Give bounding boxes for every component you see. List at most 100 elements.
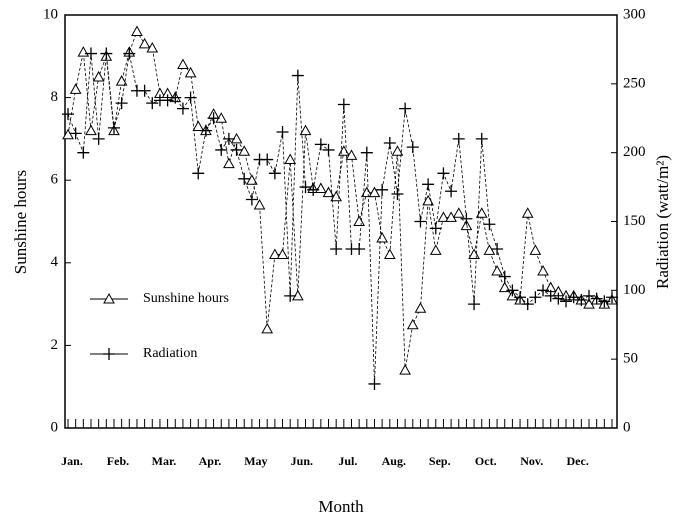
data-point	[544, 289, 557, 302]
data-point	[429, 244, 442, 255]
y2-tick-label: 300	[623, 6, 646, 22]
data-point	[345, 149, 358, 160]
data-point	[284, 289, 297, 302]
data-point	[376, 231, 388, 243]
data-point	[468, 248, 480, 260]
data-point	[314, 138, 327, 151]
data-point	[92, 70, 105, 82]
data-point	[437, 167, 450, 180]
data-point	[567, 291, 580, 304]
x-tick-label: Feb.	[107, 454, 129, 468]
legend-label: Sunshine hours	[143, 291, 229, 306]
data-point	[422, 178, 435, 191]
data-point	[529, 244, 542, 255]
y-tick-label: 2	[51, 337, 59, 353]
data-point	[483, 218, 496, 231]
legend-marker	[103, 348, 115, 360]
data-point	[468, 298, 481, 311]
data-point	[406, 318, 419, 330]
data-point	[529, 291, 542, 304]
data-point	[268, 167, 281, 180]
data-point	[414, 302, 427, 313]
data-point	[560, 295, 573, 308]
x-tick-label: May	[244, 454, 267, 468]
y2-tick-label: 250	[623, 75, 646, 91]
data-point	[414, 215, 427, 228]
data-point	[215, 143, 228, 156]
data-point	[498, 270, 511, 283]
data-point	[192, 167, 205, 180]
x-tick-label: Jul.	[338, 454, 357, 468]
x-tick-label: Nov.	[520, 454, 543, 468]
y2-tick-label: 150	[623, 213, 646, 229]
y2-axis-label: Radiation (watt/m²)	[653, 155, 672, 289]
data-point	[391, 187, 404, 200]
x-tick-label: Mar.	[152, 454, 177, 468]
data-point	[537, 265, 549, 276]
data-point	[230, 143, 243, 156]
data-point	[391, 145, 404, 156]
data-point	[77, 46, 90, 57]
data-point	[406, 141, 419, 154]
data-point	[177, 58, 189, 70]
x-tick-label: Sep.	[429, 454, 451, 468]
data-point	[452, 207, 465, 218]
data-point	[368, 377, 381, 390]
data-point	[77, 146, 90, 159]
y2-tick-label: 200	[623, 144, 646, 160]
data-point	[299, 124, 312, 136]
data-point	[176, 102, 189, 115]
data-point	[307, 183, 320, 196]
x-tick-label: Aug.	[382, 454, 406, 468]
data-point	[460, 212, 473, 225]
x-axis-label: Month	[318, 497, 364, 516]
data-point	[521, 298, 534, 311]
data-point	[238, 145, 251, 156]
data-point	[537, 284, 550, 297]
data-point	[583, 289, 596, 302]
data-point	[115, 97, 128, 110]
data-point	[491, 243, 504, 256]
data-point	[437, 211, 450, 222]
data-point	[62, 128, 74, 140]
data-point	[100, 47, 113, 60]
data-point	[192, 120, 205, 132]
data-point	[291, 69, 304, 82]
data-point	[169, 91, 182, 104]
data-point	[62, 108, 74, 121]
data-point	[429, 222, 442, 235]
data-point	[514, 291, 527, 304]
data-point	[475, 132, 488, 145]
data-point	[84, 47, 97, 60]
data-point	[238, 172, 251, 185]
data-point	[337, 145, 350, 156]
data-point	[131, 25, 143, 37]
data-point	[92, 132, 105, 145]
data-point	[399, 102, 412, 115]
data-point	[85, 124, 97, 136]
y-tick-label: 10	[43, 6, 58, 22]
data-point	[115, 75, 128, 86]
data-point	[123, 47, 136, 60]
data-point	[483, 244, 496, 255]
y2-tick-label: 100	[623, 282, 646, 298]
legend-label: Radiation	[143, 346, 197, 361]
data-point	[138, 84, 151, 97]
data-point	[161, 94, 174, 107]
data-point	[284, 153, 297, 165]
data-point	[590, 292, 603, 305]
data-point	[475, 207, 488, 218]
data-point	[146, 97, 159, 110]
data-point	[491, 265, 503, 276]
data-point	[146, 42, 159, 53]
data-point	[383, 137, 396, 150]
data-point	[360, 186, 373, 198]
data-point	[314, 182, 327, 193]
data-point	[399, 364, 411, 375]
data-point	[368, 186, 381, 198]
data-point	[138, 37, 151, 49]
data-point	[223, 157, 235, 169]
data-point	[353, 215, 366, 226]
data-point	[575, 293, 588, 306]
data-point	[337, 98, 350, 111]
